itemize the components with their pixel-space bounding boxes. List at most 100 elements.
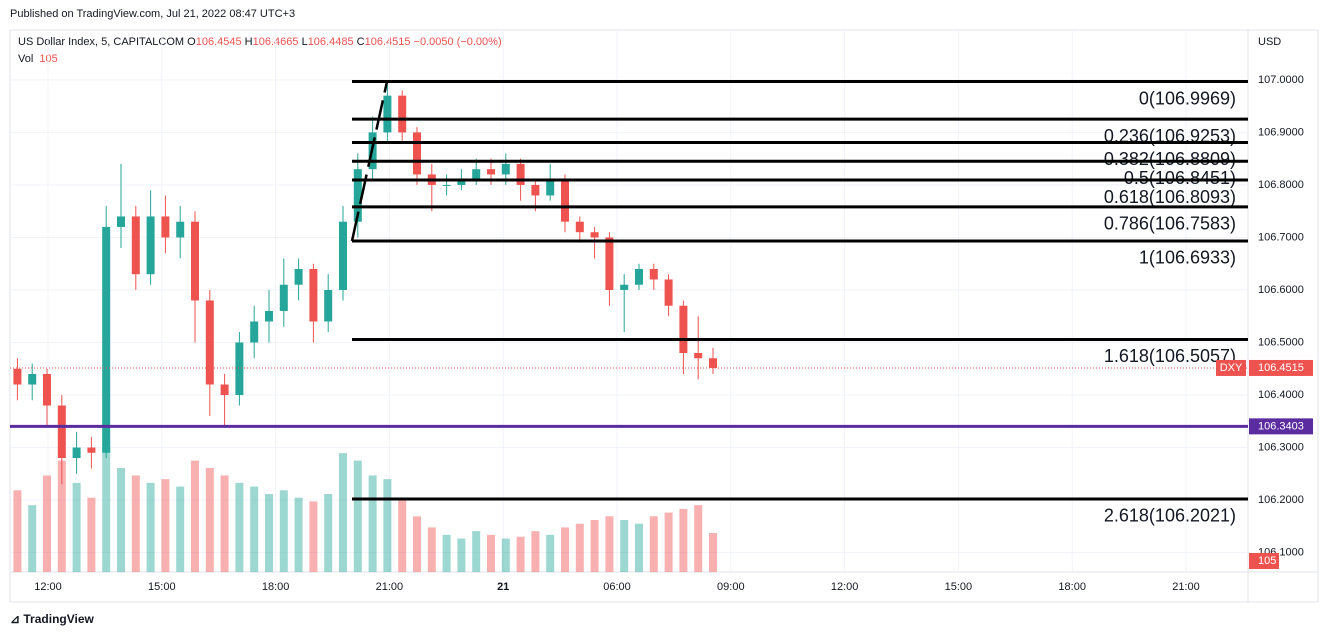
- volume-bar: [709, 533, 717, 572]
- x-tick-label: 15:00: [148, 581, 176, 593]
- x-tick-label: 21:00: [1172, 581, 1200, 593]
- candle-body: [43, 374, 51, 406]
- y-tick-label: 106.4000: [1258, 389, 1304, 401]
- candle-body: [87, 447, 96, 453]
- volume-bar: [250, 486, 259, 572]
- candle-body: [605, 237, 614, 290]
- l-value: 106.4485: [307, 36, 354, 48]
- y-tick-label: 106.7000: [1258, 231, 1304, 243]
- candle-body: [265, 310, 273, 322]
- hline-label: 106.3403: [1258, 420, 1304, 432]
- volume-bar: [102, 442, 111, 572]
- volume-bar: [516, 536, 525, 572]
- volume-bar: [72, 482, 81, 572]
- fib-label: 0.382(106.8809): [1104, 149, 1236, 169]
- candle-body: [161, 216, 170, 238]
- volume-bar: [279, 490, 288, 572]
- fib: 0(106.9969) 0.236(106.9253) 0.382(106.8809…: [350, 80, 1248, 526]
- grid: [10, 30, 1248, 572]
- price-box: [1249, 359, 1313, 376]
- y-tick-label: 106.6000: [1258, 284, 1304, 296]
- y-tick-label: 107.0000: [1258, 74, 1304, 86]
- fib-label: 0.786(106.7583): [1104, 214, 1236, 234]
- candle-body: [457, 179, 466, 185]
- x-tick-label: 21:00: [376, 581, 404, 593]
- symbol-box: [1216, 359, 1246, 376]
- candle-body: [220, 384, 229, 396]
- x-tick-label: 18:00: [262, 581, 290, 593]
- volume-bar: [353, 460, 362, 572]
- candle-body: [131, 216, 140, 275]
- fib-label: 1.618(106.5057): [1104, 346, 1236, 366]
- volume-bar: [117, 468, 125, 572]
- x-tick-label: 15:00: [945, 581, 973, 593]
- volume-bar: [176, 486, 185, 572]
- volume-bar: [442, 534, 451, 572]
- candle-body: [146, 216, 155, 275]
- l-key: L: [301, 36, 308, 48]
- candle-body: [13, 368, 22, 385]
- fib-label: 1(106.6933): [1139, 248, 1236, 268]
- fib-label: 0.618(106.8093): [1104, 187, 1236, 207]
- fib-label: 0(106.9969): [1139, 88, 1236, 108]
- y-tick-label: 106.2000: [1258, 494, 1304, 506]
- volume-bar: [620, 520, 629, 572]
- volume-bar: [368, 475, 377, 572]
- candle-body: [679, 305, 688, 353]
- symbol-title: US Dollar Index, 5, CAPITALCOM: [18, 36, 185, 48]
- candles: [13, 85, 717, 485]
- symbol-label: DXY: [1220, 362, 1243, 374]
- volume-bar: [191, 460, 199, 572]
- volume-bar: [87, 497, 96, 572]
- volume-bar: [649, 516, 658, 572]
- volume-bar: [457, 538, 466, 572]
- candle-body: [413, 132, 421, 175]
- volume-bar: [294, 497, 303, 572]
- candle-body: [709, 358, 717, 368]
- candle-body: [117, 216, 125, 227]
- x-tick-label: 21: [497, 581, 509, 593]
- volume-bar: [146, 482, 155, 572]
- candle-body: [250, 321, 259, 343]
- volume-bar: [605, 516, 614, 572]
- volume-bar: [487, 534, 495, 572]
- legend: US Dollar Index, 5, CAPITALCOM O106.4545…: [18, 36, 502, 48]
- c-key: C: [356, 36, 365, 48]
- candle-body: [516, 163, 525, 185]
- candle-body: [561, 179, 569, 222]
- x-tick-label: 06:00: [603, 581, 631, 593]
- change: −0.0050 (−0.00%): [413, 36, 502, 48]
- h-key: H: [244, 36, 253, 48]
- volume-bar: [413, 516, 421, 572]
- candle-body: [191, 221, 199, 301]
- candle-body: [205, 300, 214, 385]
- candle-body: [501, 163, 510, 175]
- candle-body: [324, 289, 333, 322]
- candle-body: [353, 169, 362, 222]
- candle-body: [635, 268, 643, 285]
- volume-bar: [694, 505, 703, 572]
- y-tick-label: 106.3000: [1258, 441, 1304, 453]
- volume-bar: [546, 534, 555, 572]
- volume-bar: [339, 453, 347, 572]
- fib-label: 0.236(106.9253): [1104, 126, 1236, 146]
- o-key: O: [187, 36, 196, 48]
- volume-bar: [324, 494, 333, 572]
- candle-body: [102, 226, 111, 453]
- volume-bar: [531, 531, 540, 572]
- candle-body: [383, 95, 392, 133]
- candle-body: [279, 284, 288, 311]
- currency: USD: [1258, 36, 1282, 48]
- volume-bar: [635, 523, 643, 572]
- volume-bar: [664, 512, 673, 572]
- candle-body: [590, 232, 599, 238]
- hline-box: [1249, 418, 1313, 435]
- x-tick-label: 12:00: [831, 581, 859, 593]
- candle-body: [398, 95, 407, 133]
- candle-body: [649, 268, 658, 280]
- volume-bar: [679, 508, 688, 572]
- volume-bar: [427, 527, 436, 572]
- volume-bar: [561, 527, 569, 572]
- candle-body: [57, 405, 66, 459]
